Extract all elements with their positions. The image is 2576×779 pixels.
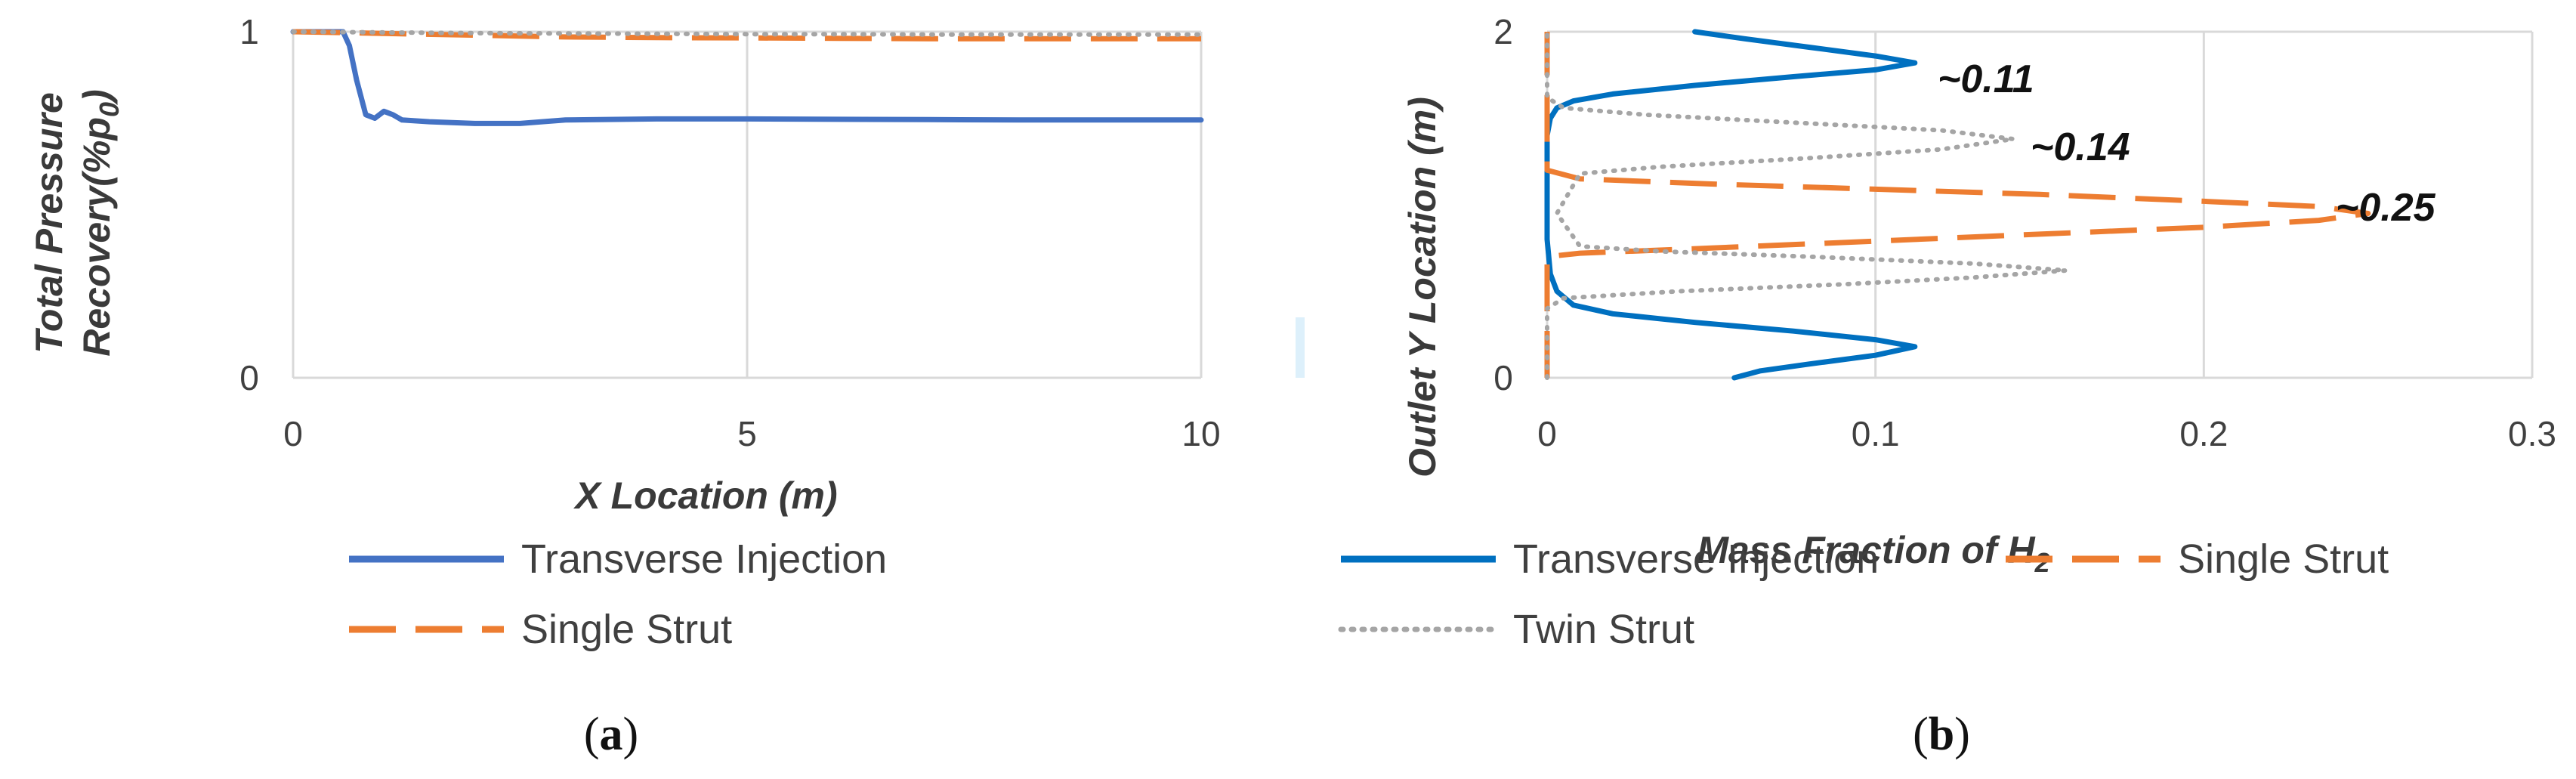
panel-b-letter: b	[1929, 709, 1954, 760]
chart-a-series-single-strut	[292, 29, 1201, 42]
chart-b-ytick-label: 0	[1493, 358, 1513, 397]
chart-a-ylabel-line1: Total Pressure	[28, 92, 70, 354]
chart-b-annotation-011: ~0.11	[1938, 57, 2034, 101]
chart-a-series-unlabeled-2	[291, 29, 1203, 37]
chart-b-tick-labels: 0 0.1 0.2 0.3 0 2	[1493, 12, 2556, 453]
chart-b-ytick-label: 2	[1493, 12, 1513, 51]
legend-b-single-label: Single Strut	[2178, 536, 2389, 582]
chart-b-xtick-label: 0.3	[2508, 414, 2556, 453]
legend-b-twin-label: Twin Strut	[1513, 607, 1694, 652]
chart-b-annotation-025: ~0.25	[2336, 186, 2436, 230]
chart-a-xlabel: X Location (m)	[573, 475, 837, 517]
chart-a-xtick-label: 10	[1181, 414, 1220, 453]
legend-b-transverse-label: Transverse Injection	[1513, 536, 1879, 582]
chart-a-xtick-label: 0	[283, 414, 303, 453]
chart-a-series-group	[290, 29, 1204, 126]
panel-a-open: (	[584, 709, 600, 760]
chart-a-ytick-label: 1	[239, 12, 259, 51]
chart-a-ylabel-sub: 0	[94, 102, 125, 117]
panel-a-close: )	[623, 709, 639, 760]
chart-a-ylabel: Total Pressure	[28, 92, 70, 354]
chart-b-series-transverse-injection	[1544, 29, 1918, 381]
chart-b-xtick-label: 0.1	[1852, 414, 1900, 453]
chart-a-series-transverse-injection	[290, 29, 1204, 126]
legend-a-single-label: Single Strut	[521, 607, 732, 652]
chart-b-xlabel: Mass Fraction of H2	[1697, 529, 2049, 578]
chart-b-series-twin-strut	[1545, 29, 2068, 380]
chart-b-series-group	[1544, 29, 2371, 381]
legend-a-transverse-label: Transverse Injection	[521, 536, 887, 582]
chart-a-ylabel-line2: Recovery(%p	[76, 117, 118, 357]
chart-b-xtick-label: 0	[1537, 414, 1557, 453]
chart-a-xtick-label: 5	[737, 414, 757, 453]
chart-a-ytick-label: 0	[239, 358, 259, 397]
chart-a-gridlines	[292, 30, 1203, 379]
panel-b-close: )	[1954, 709, 1970, 760]
panel-a-letter: a	[600, 709, 623, 760]
chart-a-tick-labels: 0 5 10 0 1	[239, 12, 1220, 453]
chart-a: 0 5 10 0 1 X Location (m) Total Pressure Rec…	[28, 12, 1221, 760]
chart-a-legend: Transverse Injection Single Strut	[349, 536, 887, 652]
chart-a-ylabel-end: )	[76, 89, 118, 106]
chart-b-xtick-label: 0.2	[2179, 414, 2228, 453]
panel-label-a: (a)	[584, 709, 638, 760]
panel-label-b: (b)	[1913, 709, 1970, 760]
panel-b-open: (	[1913, 709, 1929, 760]
chart-a-ylabel-2: Recovery(%p0)	[76, 89, 125, 356]
chart-b-ylabel: Outlet Y Location (m)	[1401, 97, 1444, 478]
chart-b-annotation-014: ~0.14	[2031, 125, 2130, 169]
chart-b-xlabel-main: Mass Fraction of H	[1697, 529, 2035, 571]
chart-b-legend: Transverse Injection Single Strut Twin S…	[1338, 536, 2389, 652]
background-artifact	[1296, 317, 1305, 378]
chart-b: 0 0.1 0.2 0.3 0 2 Mass Fraction of H2 Outlet …	[1338, 12, 2556, 760]
